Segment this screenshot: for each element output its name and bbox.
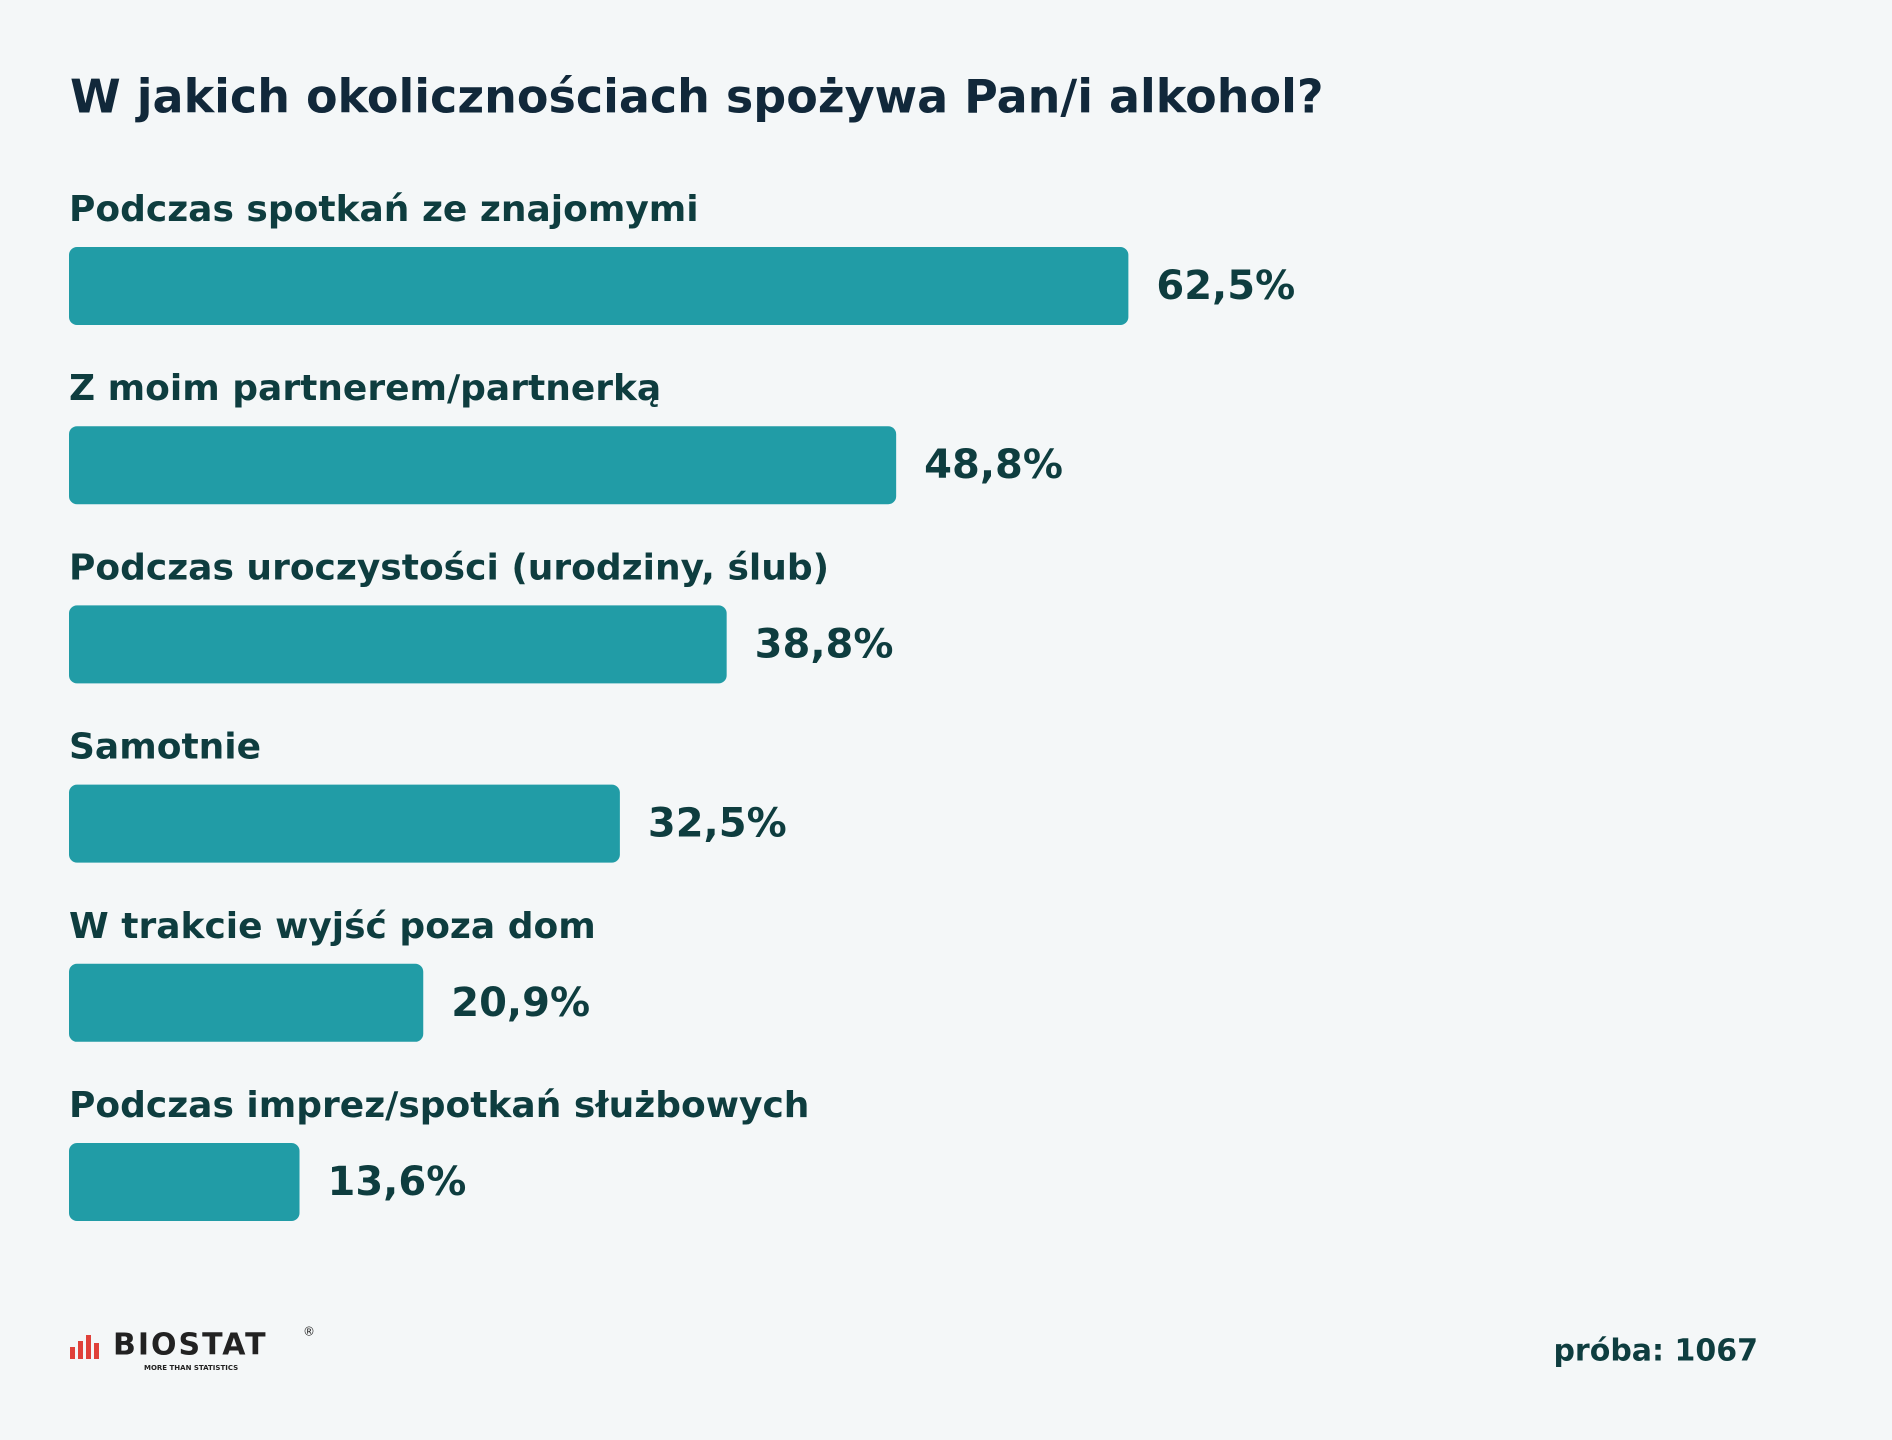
category-label: Podczas uroczystości (urodziny, ślub) (69, 547, 829, 588)
chart-title: W jakich okolicznościach spożywa Pan/i a… (70, 70, 1324, 124)
category-label: W trakcie wyjść poza dom (69, 906, 596, 947)
bar (69, 605, 727, 684)
category-label: Podczas imprez/spotkań służbowych (69, 1085, 809, 1126)
value-label: 62,5% (1156, 263, 1295, 309)
category-label: Podczas spotkań ze znajomymi (69, 189, 699, 230)
value-label: 13,6% (328, 1159, 467, 1205)
value-label: 38,8% (755, 621, 894, 667)
value-label: 48,8% (924, 442, 1063, 488)
bar (69, 1143, 300, 1221)
sample-note: próba: 1067 (1553, 1334, 1758, 1369)
bar (69, 784, 620, 863)
bar (69, 963, 424, 1042)
value-label: 32,5% (648, 801, 787, 847)
logo-icon (70, 1335, 99, 1359)
category-label: Z moim partnerem/partnerką (69, 368, 661, 409)
logo-mark: ® (303, 1325, 315, 1339)
logo-tagline: MORE THAN STATISTICS (144, 1364, 238, 1372)
bar (69, 247, 1129, 325)
bar (69, 426, 897, 505)
logo: BIOSTAT (113, 1328, 268, 1363)
category-label: Samotnie (69, 727, 261, 768)
value-label: 20,9% (451, 980, 590, 1026)
